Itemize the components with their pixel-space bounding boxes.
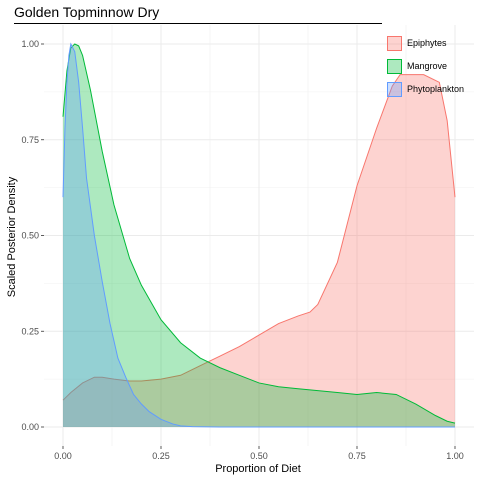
- legend-key-phytoplankton: [387, 82, 402, 97]
- line-epiphytes: [62, 74, 456, 401]
- density-areas: [62, 42, 456, 428]
- legend-key-epiphytes: [387, 36, 402, 51]
- legend-label-epiphytes: Epiphytes: [407, 38, 447, 48]
- legend-item-phytoplankton: Phytoplankton: [383, 79, 479, 102]
- chart-title: Golden Topminnow Dry: [14, 4, 160, 20]
- legend-item-epiphytes: Epiphytes: [383, 33, 479, 56]
- title-underline: [14, 23, 382, 24]
- grid-lines: [44, 25, 474, 446]
- y-tick-label: 0.00: [21, 422, 39, 432]
- legend-key-mangrove: [387, 59, 402, 74]
- y-tick-label: 0.75: [21, 135, 39, 145]
- area-epiphytes: [63, 74, 455, 427]
- x-axis-title: Proportion of Diet: [215, 463, 301, 475]
- line-phytoplankton: [62, 42, 455, 428]
- area-mangrove: [63, 44, 455, 427]
- legend-label-mangrove: Mangrove: [407, 61, 448, 71]
- y-axis-title: Scaled Posterior Density: [6, 176, 18, 297]
- y-tick-label: 1.00: [21, 39, 39, 49]
- x-tick-label: 0.75: [348, 451, 366, 461]
- x-axis-ticks: 0.00 0.25 0.50 0.75 1.00: [54, 446, 464, 461]
- legend-item-mangrove: Mangrove: [383, 56, 479, 79]
- y-tick-label: 0.50: [21, 231, 39, 241]
- x-tick-label: 0.25: [152, 451, 170, 461]
- y-axis-ticks: 0.00 0.25 0.50 0.75 1.00: [21, 39, 44, 432]
- area-phytoplankton: [63, 44, 455, 427]
- legend: Epiphytes Mangrove Phytoplankton: [383, 33, 479, 102]
- x-tick-label: 1.00: [446, 451, 464, 461]
- x-tick-label: 0.00: [54, 451, 72, 461]
- x-tick-label: 0.50: [250, 451, 268, 461]
- y-tick-label: 0.25: [21, 326, 39, 336]
- line-mangrove: [62, 43, 456, 424]
- legend-label-phytoplankton: Phytoplankton: [407, 84, 465, 94]
